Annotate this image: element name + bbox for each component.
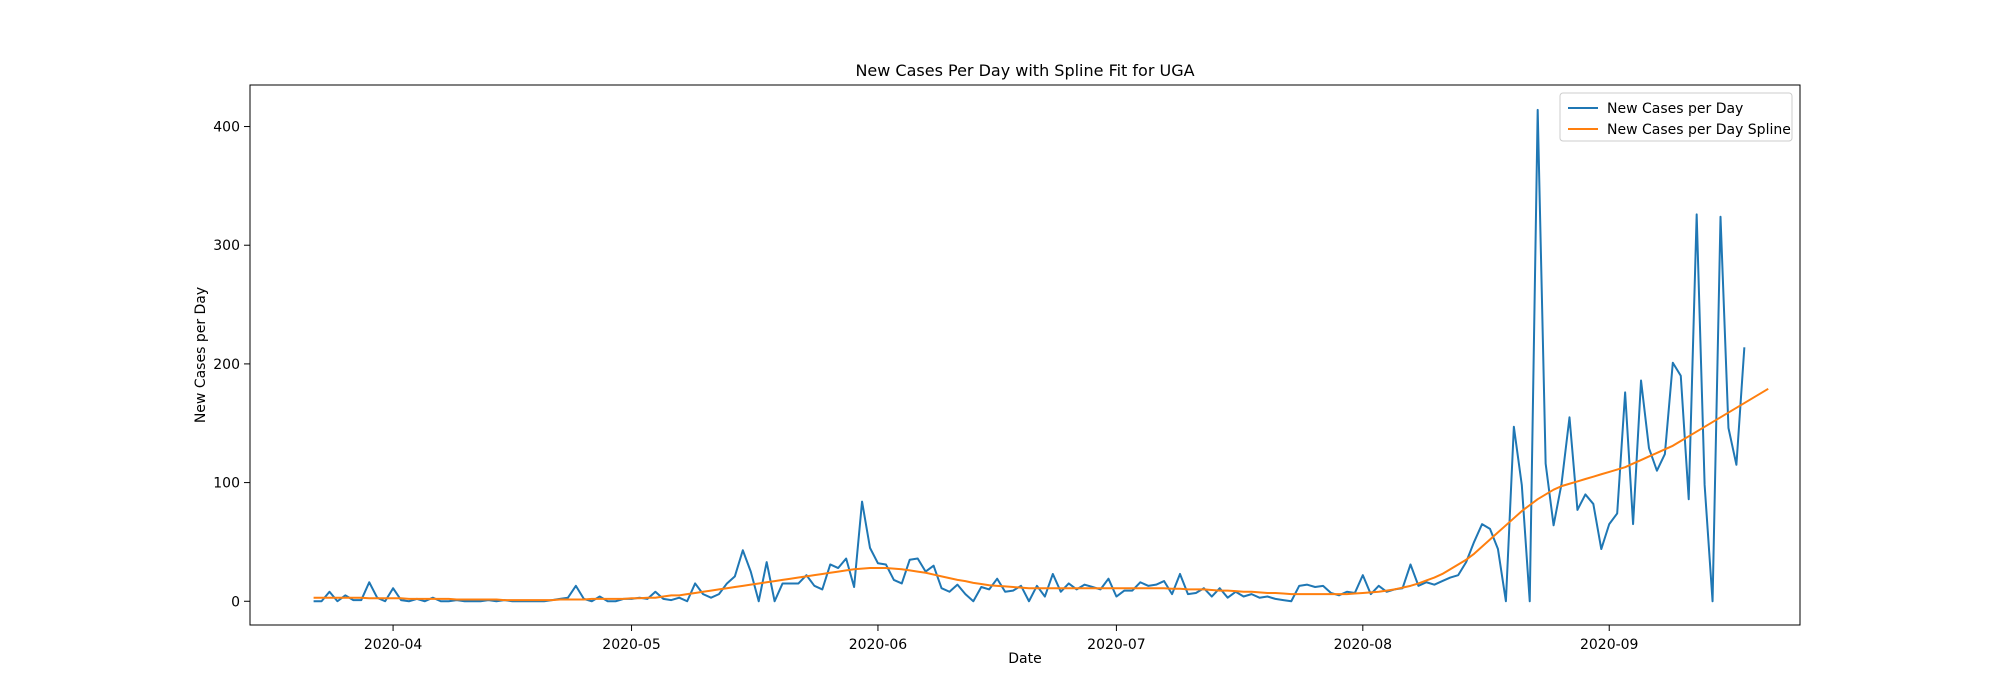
x-axis: 2020-04 2020-05 2020-06 2020-07 2020-08 2020-… [364, 625, 1639, 653]
y-tick-label: 300 [213, 238, 240, 254]
plot-area [313, 108, 1769, 603]
legend: New Cases per Day New Cases per Day Splin… [1559, 92, 1793, 142]
y-axis: 0 100 200 300 400 [213, 120, 250, 610]
x-tick-label: 2020-05 [602, 637, 661, 653]
x-axis-label: Date [1008, 651, 1041, 667]
y-tick-label: 100 [213, 476, 240, 492]
y-axis-label: New Cases per Day [193, 287, 209, 423]
series-line-1 [313, 108, 1746, 603]
y-tick-label: 200 [213, 357, 240, 373]
x-tick-label: 2020-07 [1087, 637, 1146, 653]
x-tick-label: 2020-09 [1580, 637, 1639, 653]
legend-entry: New Cases per Day Spline [1607, 122, 1791, 138]
series-line-2 [313, 387, 1769, 602]
y-tick-label: 0 [231, 594, 240, 610]
chart-title: New Cases Per Day with Spline Fit for UG… [855, 61, 1194, 80]
legend-box [1559, 92, 1793, 142]
plot-frame [249, 84, 1801, 626]
x-tick-label: 2020-06 [849, 637, 908, 653]
x-tick-label: 2020-04 [364, 637, 423, 653]
legend-entry: New Cases per Day [1607, 101, 1743, 117]
y-tick-label: 400 [213, 120, 240, 136]
x-tick-label: 2020-08 [1334, 637, 1393, 653]
